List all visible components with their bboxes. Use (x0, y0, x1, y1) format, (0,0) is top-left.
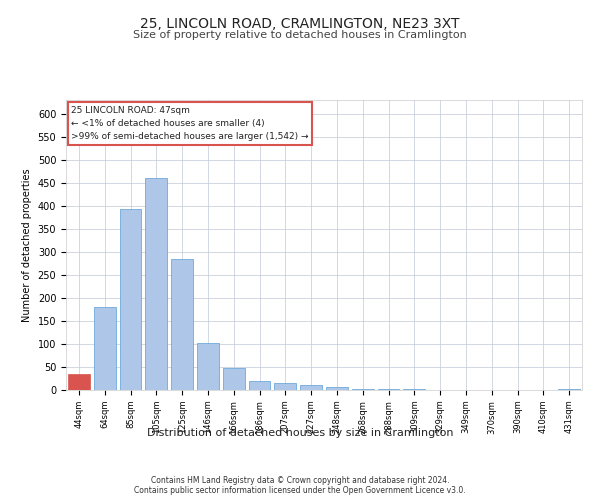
Bar (300, 386, 322, 390)
Bar (94, 307, 116, 390)
Bar (197, 342, 219, 390)
Bar (248, 381, 271, 390)
Bar (274, 383, 296, 390)
Bar (223, 368, 245, 390)
Y-axis label: Number of detached properties: Number of detached properties (22, 168, 32, 322)
Text: 25 LINCOLN ROAD: 47sqm
← <1% of detached houses are smaller (4)
>99% of semi-det: 25 LINCOLN ROAD: 47sqm ← <1% of detached… (71, 106, 308, 141)
Bar (403, 388, 425, 390)
Bar (171, 259, 193, 390)
Text: Distribution of detached houses by size in Cramlington: Distribution of detached houses by size … (147, 428, 453, 438)
Bar (352, 388, 374, 390)
Bar (326, 387, 348, 390)
Bar (119, 209, 142, 390)
Bar (558, 388, 580, 390)
Bar (68, 374, 90, 390)
Bar (145, 178, 167, 390)
Text: Size of property relative to detached houses in Cramlington: Size of property relative to detached ho… (133, 30, 467, 40)
Bar (377, 388, 400, 390)
Text: Contains HM Land Registry data © Crown copyright and database right 2024.
Contai: Contains HM Land Registry data © Crown c… (134, 476, 466, 495)
Text: 25, LINCOLN ROAD, CRAMLINGTON, NE23 3XT: 25, LINCOLN ROAD, CRAMLINGTON, NE23 3XT (140, 18, 460, 32)
